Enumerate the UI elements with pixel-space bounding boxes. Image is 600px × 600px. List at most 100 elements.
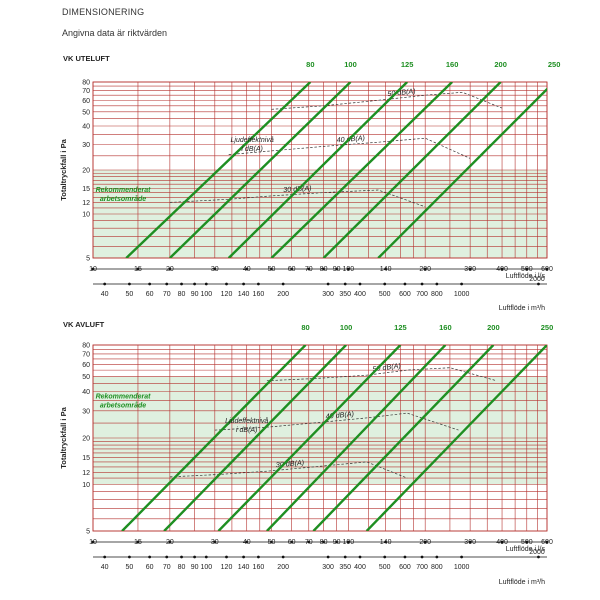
x2-tick-label: 200 [277, 291, 289, 298]
x2-tick-label: 60 [146, 291, 154, 298]
x2-tick-dot [204, 555, 208, 559]
duct-size-label: 200 [487, 323, 500, 332]
x2-tick-label: 60 [146, 564, 154, 571]
band-label: arbetsområde [100, 402, 146, 410]
x2-tick-dot [225, 282, 228, 286]
duct-size-line-100 [163, 345, 347, 531]
duct-size-line-100 [169, 82, 352, 258]
x2-tick-label: 1000 [454, 564, 470, 571]
y-tick-label: 12 [82, 470, 90, 477]
y-tick-label: 80 [82, 343, 90, 350]
x2-tick-label: 140 [238, 291, 250, 298]
x-tick-label: 40 [243, 539, 251, 546]
plot-area: 30 dB(A)40 dB(A)50 dB(A) [121, 345, 547, 531]
sound-level-label: 30 dB(A) [275, 458, 304, 470]
y-tick-label: 50 [82, 374, 90, 381]
x-tick-label: 200 [419, 539, 431, 546]
y-tick-label: 15 [82, 186, 90, 193]
x-tick-dot [136, 540, 140, 544]
x-tick-dot [245, 540, 249, 544]
x2-tick-label: 400 [354, 564, 366, 571]
x-tick-label: 90 [333, 539, 341, 546]
duct-size-label: 200 [494, 60, 507, 69]
x-tick-dot [270, 267, 273, 271]
x2-tick-label: 600 [399, 291, 411, 298]
x-tick-dot [136, 267, 140, 271]
duct-size-line-200 [322, 82, 502, 258]
x2-tick-label: 700 [416, 291, 428, 298]
x2-tick-label: 160 [253, 291, 265, 298]
y-tick-label: 60 [82, 362, 90, 369]
x2-tick-dot [128, 555, 131, 559]
x2-tick-dot [281, 555, 285, 559]
y-tick-label: 50 [82, 109, 90, 116]
x-tick-dot [423, 540, 427, 544]
x2-tick-label: 500 [379, 564, 391, 571]
x-axis-label: Luftflöde i l/s [506, 273, 546, 280]
x-tick-label: 300 [464, 266, 476, 273]
x-tick-label: 80 [320, 266, 328, 273]
duct-size-label: 250 [541, 323, 554, 332]
plot-frame [92, 81, 548, 259]
x-tick-dot [168, 267, 172, 271]
x-tick-dot [322, 267, 325, 271]
x-tick-label: 400 [496, 539, 508, 546]
x2-tick-dot [460, 555, 464, 559]
x-tick-dot [91, 267, 95, 271]
x2-tick-label: 120 [221, 291, 233, 298]
x2-tick-label: 70 [163, 291, 171, 298]
x2-axis-label: Luftflöde i m³/h [499, 305, 545, 312]
y-tick-label: 40 [82, 389, 90, 396]
duct-size-label: 80 [306, 60, 314, 69]
duct-size-line-80 [125, 82, 312, 258]
x-tick-label: 500 [521, 539, 533, 546]
x2-tick-label: 300 [322, 564, 334, 571]
x2-tick-dot [165, 555, 169, 559]
sound-level-line [266, 367, 497, 382]
x2-tick-dot [420, 282, 424, 286]
x-tick-label: 30 [211, 539, 219, 546]
x-tick-dot [500, 267, 504, 271]
x-tick-label: 300 [464, 539, 476, 546]
x2-tick-label: 90 [191, 564, 199, 571]
x-tick-label: 10 [89, 539, 97, 546]
duct-size-line-80 [121, 345, 307, 531]
plot-area: 30 dB(A)40 dB(A)50 dB(A) [125, 82, 547, 258]
y-tick-label: 20 [82, 168, 90, 175]
y-grid [93, 81, 547, 259]
x-tick-dot [335, 540, 339, 544]
x2-tick-label: 800 [431, 291, 443, 298]
x2-tick-label: 1000 [454, 291, 470, 298]
x-tick-label: 50 [268, 266, 276, 273]
x2-tick-label: 200 [277, 564, 289, 571]
x2-tick-dot [537, 555, 540, 559]
y-tick-label: 5 [86, 529, 90, 536]
x2-tick-label: 100 [200, 564, 212, 571]
page-title: DIMENSIONERING [62, 7, 145, 17]
x-tick-dot [500, 540, 504, 544]
x2-tick-label: 140 [238, 564, 250, 571]
x2-tick-dot [242, 555, 245, 559]
sound-level-line [228, 137, 471, 159]
x2-tick-dot [383, 555, 387, 559]
sound-power-annotation: i dB(A) [241, 146, 262, 153]
x2-tick-label: 160 [253, 564, 265, 571]
x2-tick-label: 90 [191, 291, 199, 298]
x2-tick-dot [193, 282, 197, 286]
x2-tick-dot [103, 555, 107, 559]
y-axis-label: Totaltryckfall i Pa [59, 138, 68, 200]
duct-size-label: 100 [344, 60, 357, 69]
x2-tick-dot [204, 282, 208, 286]
x2-tick-dot [148, 282, 152, 286]
x-tick-label: 80 [320, 539, 328, 546]
x-tick-label: 15 [134, 266, 142, 273]
x2-tick-dot [180, 555, 183, 559]
x-tick-label: 20 [166, 539, 174, 546]
x2-tick-dot [148, 555, 152, 559]
x2-tick-dot [435, 282, 439, 286]
y-tick-label: 80 [82, 80, 90, 87]
x2-tick-dot [193, 555, 197, 559]
y-tick-label: 60 [82, 98, 90, 105]
x2-axis-label: Luftflöde i m³/h [499, 579, 545, 586]
